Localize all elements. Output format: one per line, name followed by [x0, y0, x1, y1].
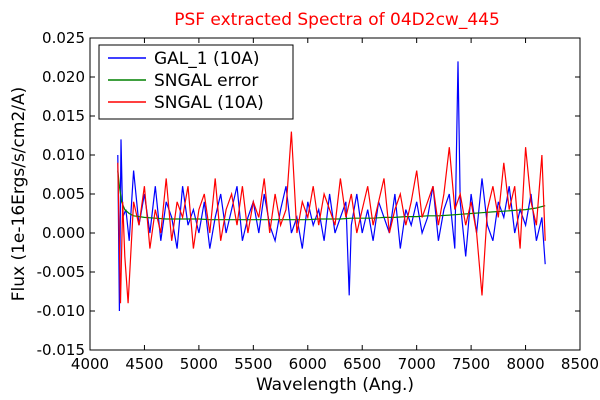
- x-tick-label: 6000: [289, 355, 327, 373]
- y-tick-label: 0.025: [42, 29, 85, 47]
- x-tick-label: 5500: [234, 355, 272, 373]
- series-layer: [117, 61, 546, 312]
- y-tick-label: 0.005: [42, 185, 85, 203]
- x-tick-label: 6500: [343, 355, 381, 373]
- x-axis: 4000 4500 5000 5500 6000 6500 7000 7500 8000 8500: [71, 38, 599, 373]
- y-tick-label: 0.020: [42, 68, 85, 86]
- y-tick-label: -0.005: [37, 263, 85, 281]
- x-axis-label: Wavelength (Ang.): [256, 375, 414, 395]
- x-tick-label: 7500: [452, 355, 490, 373]
- legend-label-1: GAL_1 (10A): [154, 49, 260, 69]
- x-tick-label: 8000: [506, 355, 544, 373]
- series-line-1: [117, 61, 546, 312]
- legend-label-2: SNGAL error: [154, 71, 258, 91]
- series-line-3: [117, 131, 546, 304]
- legend-label-3: SNGAL (10A): [154, 93, 264, 113]
- y-axis-label: Flux (1e-16Ergs/s/cm2/A): [9, 87, 29, 302]
- y-tick-label: 0.000: [42, 224, 85, 242]
- y-tick-label: -0.015: [37, 341, 85, 359]
- x-tick-label: 4000: [71, 355, 109, 373]
- y-tick-label: 0.015: [42, 107, 85, 125]
- y-axis: -0.015 -0.010 -0.005 0.000 0.005 0.010 0.015 0.…: [37, 29, 580, 359]
- x-tick-label: 4500: [125, 355, 163, 373]
- x-tick-label: 5000: [180, 355, 218, 373]
- x-tick-label: 8500: [561, 355, 599, 373]
- chart-title: PSF extracted Spectra of 04D2cw_445: [174, 10, 500, 30]
- x-tick-label: 7000: [398, 355, 436, 373]
- y-tick-label: -0.010: [37, 302, 85, 320]
- y-tick-label: 0.010: [42, 146, 85, 164]
